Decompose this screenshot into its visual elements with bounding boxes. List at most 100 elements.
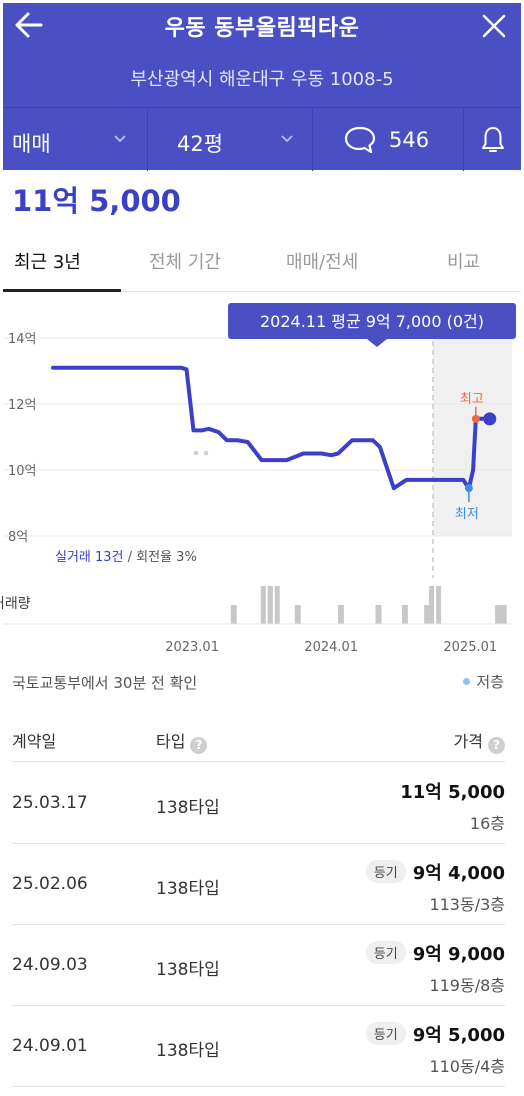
y-tick-label: 10억 bbox=[8, 464, 37, 479]
address: 부산광역시 해운대구 우동 1008-5 bbox=[130, 69, 394, 90]
volume-bar bbox=[274, 586, 280, 624]
help-icon[interactable]: ? bbox=[190, 737, 208, 754]
volume-bar bbox=[424, 605, 431, 624]
row-type: 138타입 bbox=[156, 798, 220, 818]
registered-badge: 등기 bbox=[365, 1022, 406, 1045]
app-header: 우동 동부올림픽타운 부산광역시 해운대구 우동 1008-5 매매 42평 5… bbox=[3, 3, 521, 171]
legend-low-floor-label: 저층 bbox=[476, 673, 504, 691]
volume-bar bbox=[401, 605, 408, 624]
back-arrow-icon[interactable] bbox=[13, 10, 45, 40]
help-icon[interactable]: ? bbox=[488, 737, 505, 754]
trade-stats: 실거래 13건 / 회전율 3% bbox=[55, 550, 197, 565]
trade-count: 실거래 13건 bbox=[55, 550, 124, 565]
row-price-wrap: 등기 9억 9,000 bbox=[365, 940, 505, 966]
y-tick-label: 14억 bbox=[8, 332, 37, 347]
high-point bbox=[471, 414, 480, 423]
row-type: 138타입 bbox=[156, 1041, 220, 1061]
comments-count: 546 bbox=[389, 128, 430, 152]
speech-bubble-icon bbox=[344, 126, 376, 154]
registered-badge: 등기 bbox=[365, 941, 406, 964]
period-tabs: 최근 3년 전체 기간 매매/전세 비교 bbox=[3, 232, 521, 292]
col-type-label: 타입 bbox=[156, 732, 186, 751]
tooltip-box bbox=[228, 303, 516, 339]
filter-bar: 매매 42평 546 bbox=[3, 107, 521, 171]
bell-icon bbox=[482, 127, 504, 152]
row-date: 25.02.06 bbox=[12, 874, 88, 894]
volume-bar bbox=[230, 605, 237, 624]
col-date: 계약일 bbox=[12, 732, 57, 751]
low-point bbox=[464, 484, 473, 493]
tooltip-pointer bbox=[367, 339, 387, 347]
table-row[interactable]: 24.09.03 138타입 등기 9억 9,000 119동/8층 bbox=[12, 925, 505, 1006]
col-price-label: 가격 bbox=[453, 732, 483, 751]
current-price: 11억 5,000 bbox=[12, 184, 181, 218]
tab-sale-lease[interactable]: 매매/전세 bbox=[286, 252, 359, 273]
volume-label: 거래량 bbox=[0, 596, 31, 612]
divider bbox=[312, 108, 313, 171]
row-floor: 119동/8층 bbox=[429, 976, 505, 995]
volume-bar bbox=[375, 605, 382, 624]
marker-dot bbox=[203, 450, 209, 456]
tab-recent-3y[interactable]: 최근 3년 bbox=[14, 252, 81, 273]
price-line bbox=[51, 365, 492, 491]
current-point bbox=[483, 412, 497, 426]
volume-bar bbox=[429, 586, 435, 624]
x-tick-label: 2023.01 bbox=[165, 640, 219, 655]
row-type: 138타입 bbox=[156, 879, 220, 899]
size-select[interactable]: 42평 bbox=[148, 108, 312, 171]
registered-badge: 등기 bbox=[365, 860, 406, 883]
row-floor: 110동/4층 bbox=[429, 1057, 505, 1076]
row-floor: 113동/3층 bbox=[429, 895, 505, 914]
y-tick-label: 12억 bbox=[8, 398, 37, 413]
divider bbox=[463, 108, 464, 171]
divider bbox=[147, 108, 148, 171]
table-row[interactable]: 25.02.06 138타입 등기 9억 4,000 113동/3층 bbox=[12, 844, 505, 925]
deal-type-select[interactable]: 매매 bbox=[3, 108, 147, 171]
source-note: 국토교통부에서 30분 전 확인 bbox=[12, 674, 198, 692]
volume-bar bbox=[260, 586, 266, 624]
volume-bar bbox=[495, 605, 502, 624]
volume-bar bbox=[337, 605, 344, 624]
row-price: 9억 9,000 bbox=[412, 944, 505, 965]
row-date: 24.09.01 bbox=[12, 1036, 88, 1056]
turnover-rate: / 회전율 3% bbox=[124, 550, 197, 565]
legend-dot bbox=[463, 678, 471, 685]
table-row[interactable]: 24.09.01 138타입 등기 9억 5,000 110동/4층 bbox=[12, 1006, 505, 1087]
table-header: 계약일 타입? 가격? bbox=[12, 716, 505, 762]
marker-dot bbox=[193, 450, 199, 456]
y-tick-label: 8억 bbox=[8, 530, 28, 545]
row-price: 9억 4,000 bbox=[412, 863, 505, 884]
tab-all-period[interactable]: 전체 기간 bbox=[149, 252, 221, 273]
low-label: 최저 bbox=[455, 507, 479, 522]
high-label: 최고 bbox=[460, 392, 484, 407]
deal-type-value: 매매 bbox=[12, 132, 51, 156]
row-price: 11억 5,000 bbox=[400, 782, 505, 803]
row-price-wrap: 등기 9억 5,000 bbox=[365, 1021, 505, 1047]
active-tab-indicator bbox=[3, 289, 121, 292]
close-icon[interactable] bbox=[479, 11, 509, 41]
page-title: 우동 동부올림픽타운 bbox=[164, 16, 360, 41]
table-row[interactable]: 25.03.17 138타입 11억 5,000 16층 bbox=[12, 763, 505, 844]
future-shade bbox=[433, 338, 512, 536]
x-tick-label: 2024.01 bbox=[304, 640, 358, 655]
chevron-down-icon bbox=[281, 135, 293, 143]
row-price-wrap: 등기 9억 4,000 bbox=[365, 859, 505, 885]
x-tick-label: 2025.01 bbox=[443, 640, 497, 655]
row-date: 24.09.03 bbox=[12, 955, 88, 975]
volume-bar bbox=[436, 586, 442, 624]
tooltip-text: 2024.11 평균 9억 7,000 (0건) bbox=[260, 312, 484, 331]
row-type: 138타입 bbox=[156, 960, 220, 980]
tab-compare[interactable]: 비교 bbox=[447, 252, 481, 273]
row-floor: 16층 bbox=[469, 814, 505, 833]
size-value: 42평 bbox=[177, 132, 224, 156]
legend-low-floor: 저층 bbox=[463, 671, 504, 692]
volume-bar bbox=[267, 586, 273, 624]
volume-bar bbox=[294, 605, 301, 624]
row-price: 9억 5,000 bbox=[412, 1025, 505, 1046]
col-type: 타입? bbox=[156, 728, 208, 754]
chevron-down-icon bbox=[114, 135, 126, 143]
col-price: 가격? bbox=[454, 728, 505, 754]
alarm-button[interactable] bbox=[464, 108, 521, 171]
comments-button[interactable]: 546 bbox=[313, 108, 463, 171]
